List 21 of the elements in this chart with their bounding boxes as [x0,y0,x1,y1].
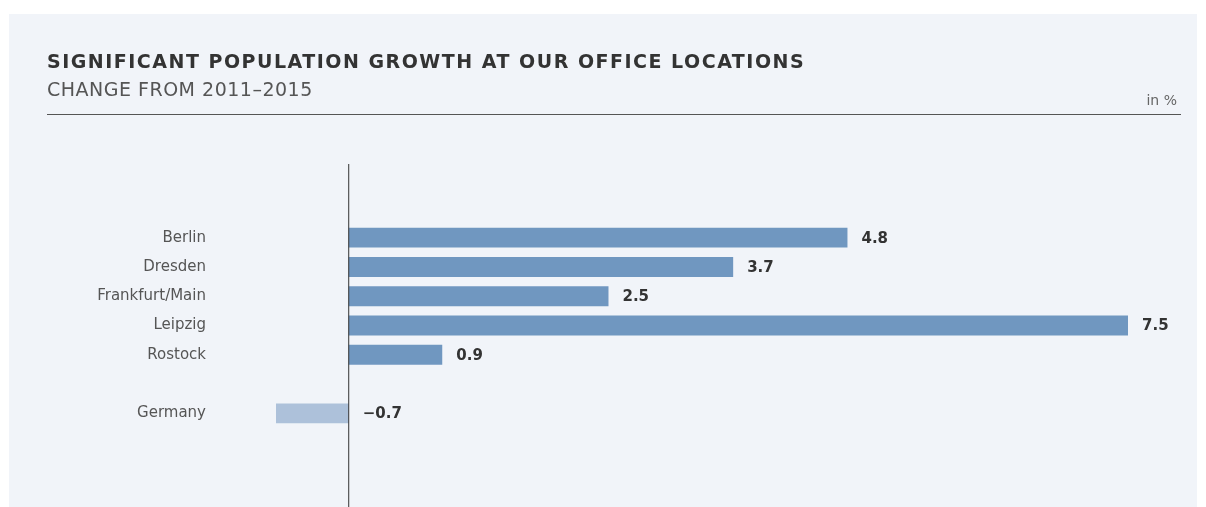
chart-subtitle: CHANGE FROM 2011–2015 [47,78,313,100]
y-tick-label: Rostock [147,344,207,363]
y-tick-label: Germany [137,403,207,422]
data-label: 3.7 [747,257,774,276]
data-label: 0.9 [456,345,483,364]
data-label: 4.8 [861,228,889,247]
bar [276,403,349,424]
chart-title: SIGNIFICANT POPULATION GROWTH AT OUR OFFICE LOCATIONS [47,50,807,72]
data-label: 2.5 [622,287,650,306]
y-tick-label: Frankfurt/Main [97,286,206,305]
data-label: 7.5 [1142,316,1169,335]
y-tick-label: Dresden [143,256,206,275]
text: in % [1146,92,1177,108]
y-tick-label: Berlin [162,227,206,246]
bar [348,286,609,307]
bar [348,256,734,277]
bar [348,344,443,365]
bar [348,315,1128,336]
bar [348,227,848,248]
y-tick-label: Leipzig [153,315,206,334]
data-label: −0.7 [362,404,402,423]
